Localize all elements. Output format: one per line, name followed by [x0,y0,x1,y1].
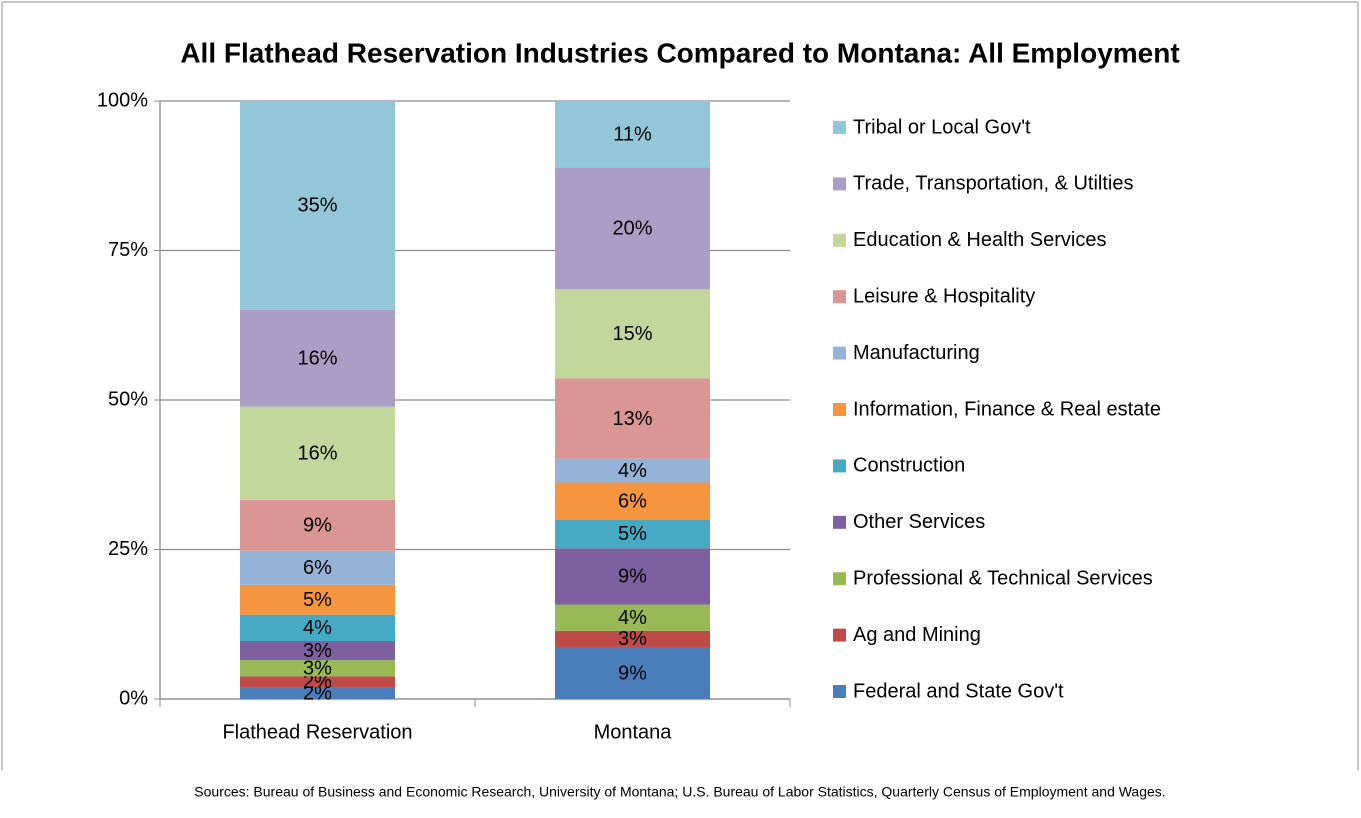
bar-segment [555,167,710,290]
data-label: 2% [303,671,332,693]
data-label: 9% [618,566,647,588]
data-label: 3% [303,657,332,679]
bar-segment [555,378,710,459]
data-label: 6% [618,490,647,512]
legend-swatch [833,177,846,191]
legend-label: Ag and Mining [853,624,981,646]
data-label: 4% [618,607,647,629]
legend-swatch [833,515,846,529]
legend-label: Other Services [853,511,985,533]
bar-segment [555,548,710,605]
bar-segment [240,640,395,661]
data-label: 2% [303,682,332,704]
bar-segment [240,550,395,585]
y-tick-label: 0% [119,687,148,709]
data-label: 4% [618,460,647,482]
bar-segment [555,289,710,379]
bar-segment [240,660,395,677]
data-label: 9% [618,662,647,684]
data-label: 3% [303,640,332,662]
data-label: 5% [303,589,332,611]
data-label: 16% [297,347,337,369]
legend-swatch [833,685,846,698]
legend-swatch [833,572,846,586]
y-tick-label: 50% [108,388,148,410]
y-tick-label: 25% [108,538,148,560]
bar-segment [240,687,395,699]
legend-label: Manufacturing [853,342,980,364]
legend-label: Federal and State Gov't [853,680,1064,702]
legend-swatch [833,121,846,134]
legend-swatch [833,628,846,642]
bar-segment [555,646,710,699]
chart-title: All Flathead Reservation Industries Comp… [180,37,1179,68]
legend-swatch [833,403,846,416]
bar-segment [240,406,395,500]
data-label: 15% [612,323,652,345]
bar-segment [240,101,395,310]
data-label: 9% [303,515,332,537]
bar-segment [555,604,710,631]
x-tick-label: Flathead Reservation [222,721,412,743]
legend-label: Trade, Transportation, & Utilties [853,173,1134,195]
data-label: 6% [303,557,332,579]
data-label: 11% [613,123,652,145]
source-note: Sources: Bureau of Business and Economic… [194,784,1165,800]
data-label: 35% [297,195,337,217]
data-label: 3% [618,628,647,650]
bar-segment [240,584,395,615]
data-label: 16% [297,443,337,465]
data-label: 13% [612,408,652,430]
legend-label: Education & Health Services [853,229,1106,251]
bar-segment [555,519,710,549]
legend-swatch [833,233,846,247]
legend-label: Leisure & Hospitality [853,285,1035,307]
bar-segment [555,630,710,647]
legend-swatch [833,459,846,473]
bar-segment [240,499,395,551]
bar-segment [555,482,710,520]
legend-swatch [833,346,846,360]
legend-label: Construction [853,455,965,477]
data-label: 20% [612,218,652,240]
y-tick-label: 75% [108,239,148,261]
bar-segment [555,458,710,483]
bar-segment [240,309,395,407]
y-tick-label: 100% [97,89,148,111]
data-label: 5% [618,523,647,545]
legend-label: Tribal or Local Gov't [853,116,1031,138]
legend-label: Information, Finance & Real estate [853,398,1161,420]
legend-swatch [833,290,846,304]
bar-segment [240,614,395,641]
data-label: 4% [303,617,332,639]
bar-segment [240,676,395,688]
legend-label: Professional & Technical Services [853,567,1153,589]
x-tick-label: Montana [594,721,673,743]
bar-segment [555,101,710,168]
